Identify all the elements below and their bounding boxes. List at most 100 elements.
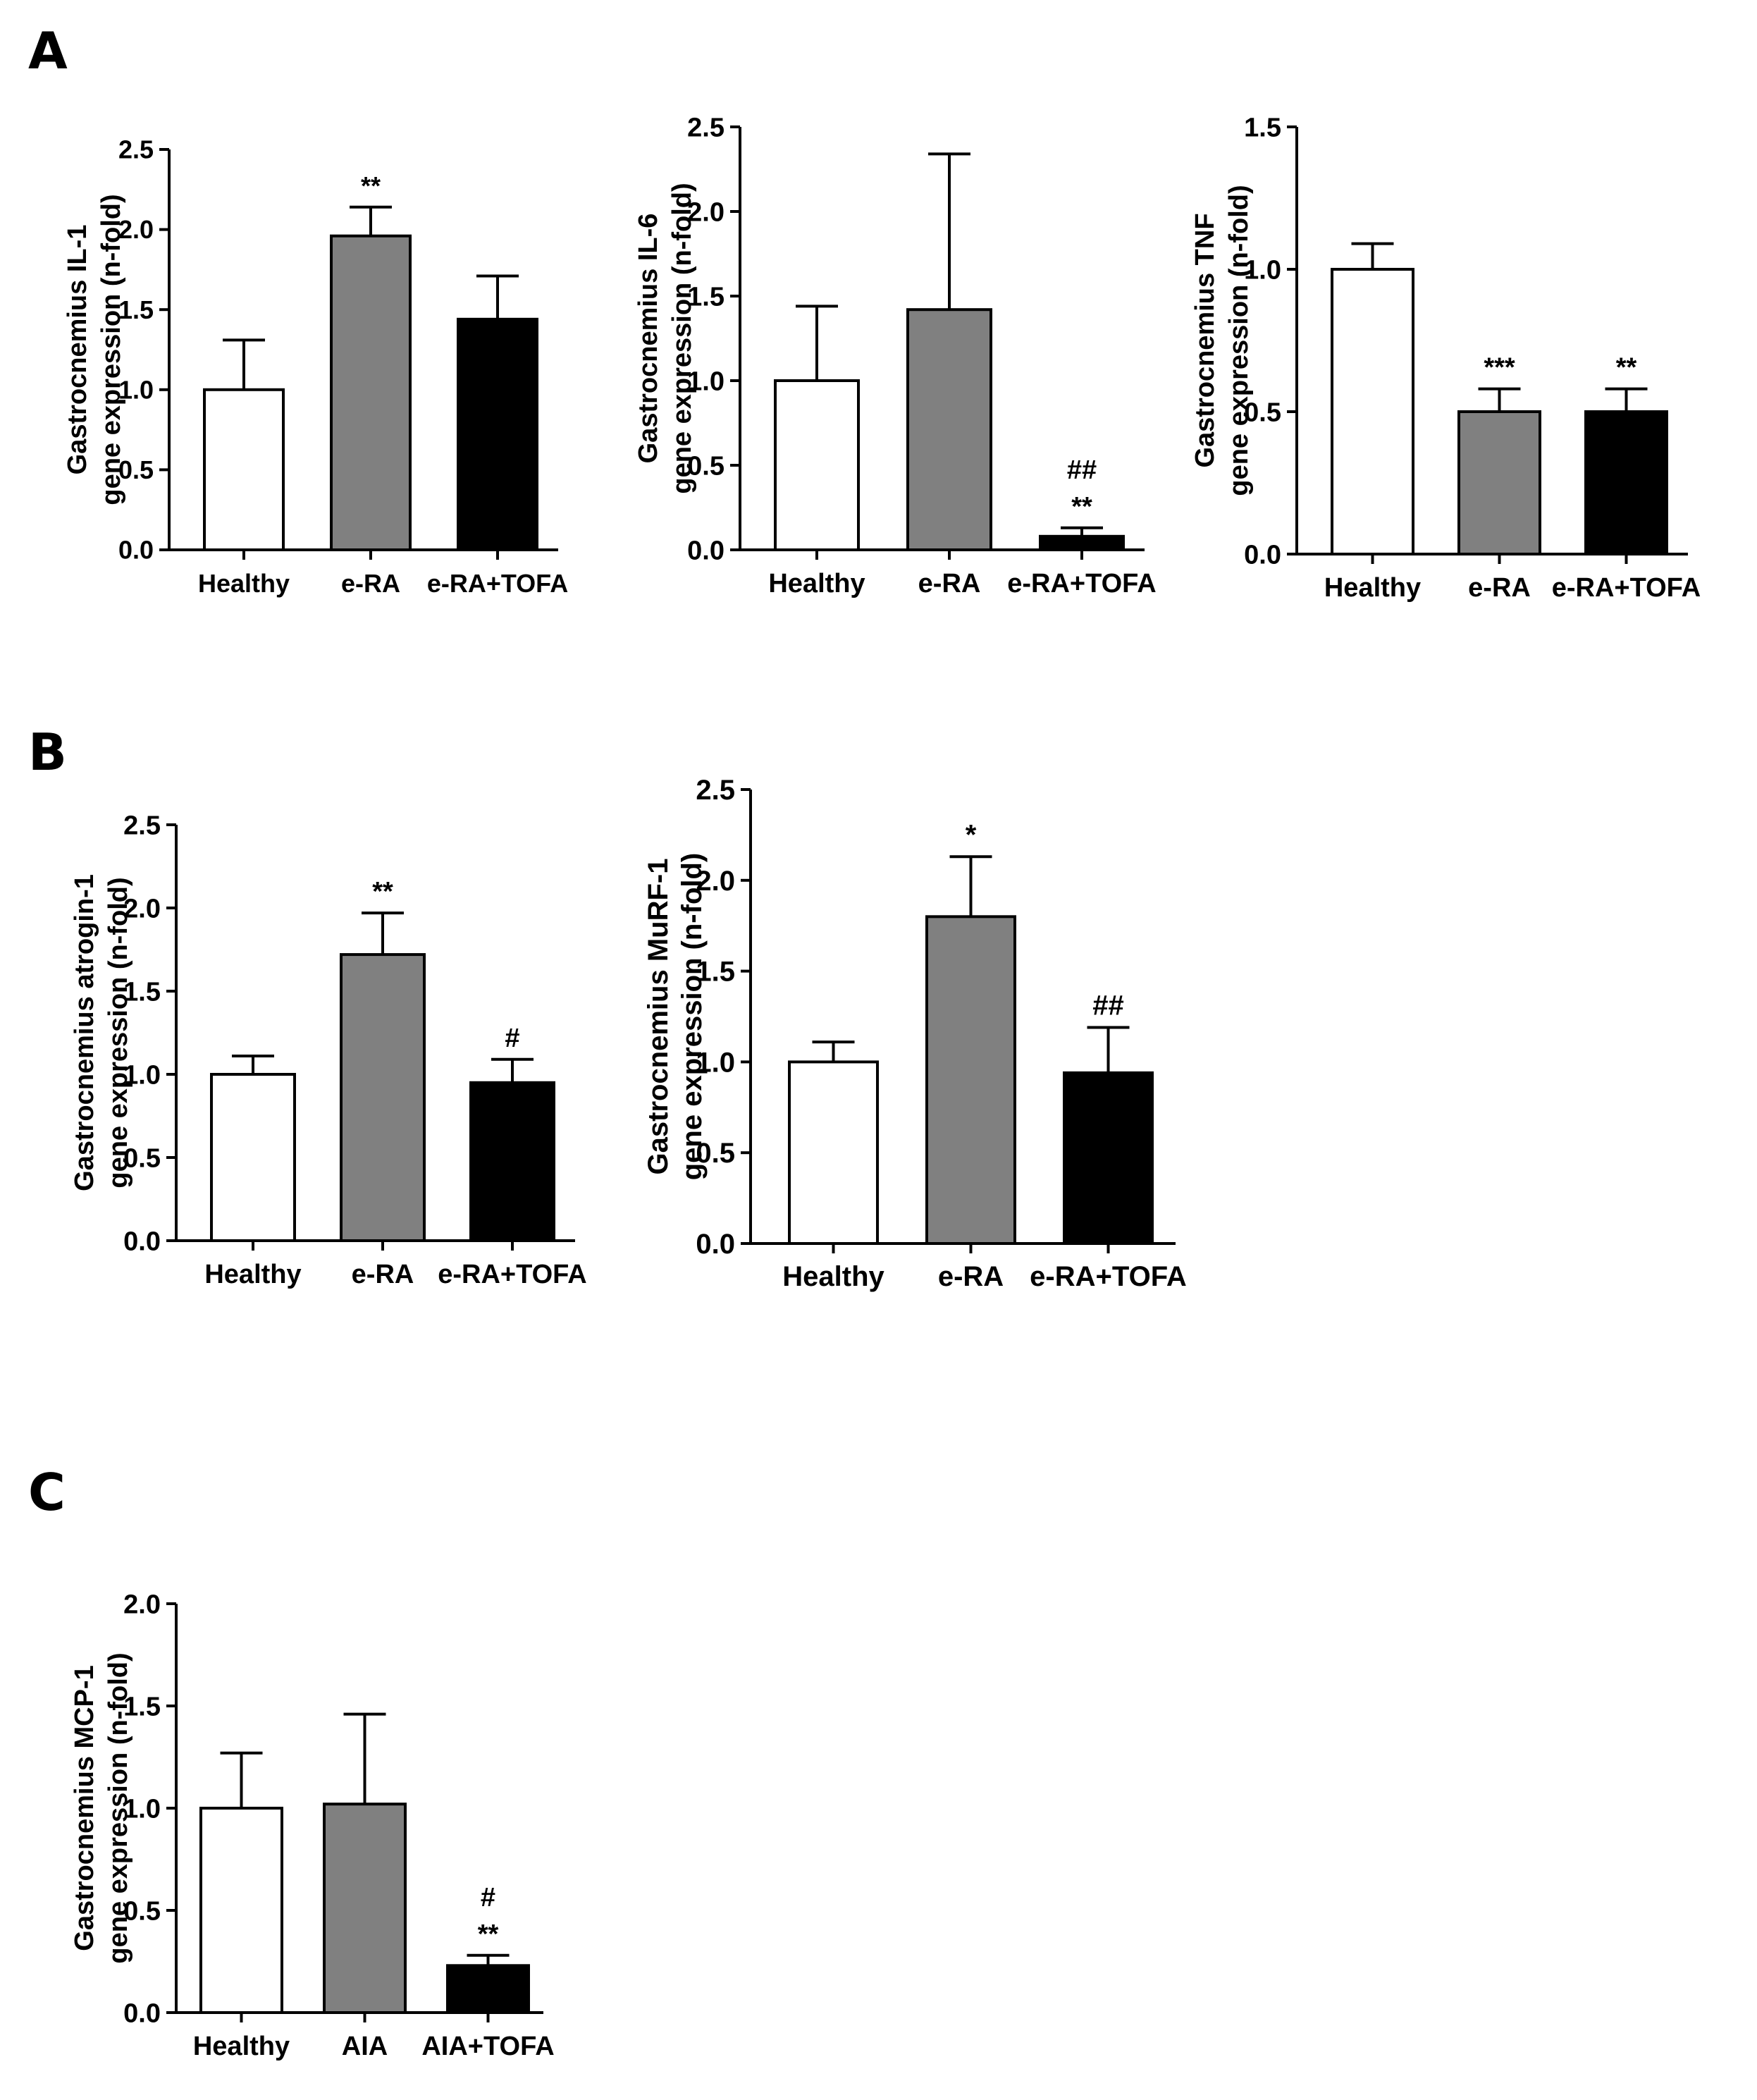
y-tick-label: 1.0 <box>118 375 154 404</box>
x-tick-label: Healthy <box>204 1260 301 1289</box>
x-tick-label: AIA+TOFA <box>421 2032 554 2061</box>
bar <box>330 234 412 552</box>
x-tick-label: e-RA <box>352 1260 414 1289</box>
chart-atrogin1: 0.0 0.5 1.0 1.5 2.0 2.5 Gastrocnemius atrogin-… <box>70 811 587 1289</box>
y-axis-title-line2: gene expression (n-fold) <box>667 183 697 493</box>
y-tick-label: 0.0 <box>696 1229 735 1260</box>
significance-mark: ** <box>1616 353 1637 383</box>
y-tick-label: 2.5 <box>118 135 154 164</box>
x-tick-label: e-RA+TOFA <box>438 1260 587 1289</box>
bar <box>1039 534 1125 551</box>
significance-mark: *** <box>1484 353 1515 383</box>
y-axis-title-line1: Gastrocnemius atrogin-1 <box>70 874 99 1191</box>
bar <box>906 308 992 551</box>
significance-mark: ## <box>1092 990 1124 1021</box>
x-tick-label: Healthy <box>782 1261 884 1292</box>
y-tick-label: 1.0 <box>696 1047 735 1078</box>
significance-mark: ** <box>372 877 393 907</box>
y-axis-title-line1: Gastrocnemius IL-1 <box>63 225 92 475</box>
y-tick-label: 2.0 <box>687 197 725 227</box>
x-tick-label: e-RA <box>918 569 981 598</box>
y-axis-title-line2: gene expression (n-fold) <box>104 877 133 1188</box>
chart-il1: 0.0 0.5 1.0 1.5 2.0 2.5 Gastrocnemius IL-1 gene… <box>63 135 568 598</box>
y-axis-title-line1: Gastrocnemius TNF <box>1190 213 1220 467</box>
bar <box>457 317 538 551</box>
x-tick-label: e-RA+TOFA <box>1007 569 1157 598</box>
y-tick-label: 1.0 <box>687 367 725 396</box>
x-tick-label: e-RA+TOFA <box>1552 573 1701 603</box>
y-axis-title-line2: gene expression (n-fold) <box>97 194 126 505</box>
bar <box>469 1081 555 1242</box>
y-tick-label: 0.0 <box>123 1998 161 2028</box>
y-tick-label: 1.5 <box>123 1692 161 1721</box>
bar <box>1063 1071 1154 1245</box>
y-tick-label: 1.5 <box>1244 113 1281 142</box>
bar <box>774 379 860 551</box>
y-tick-label: 0.0 <box>1244 540 1281 570</box>
bar <box>203 388 285 551</box>
significance-mark: # <box>481 1883 495 1912</box>
x-tick-label: Healthy <box>193 2032 290 2061</box>
x-tick-label: e-RA+TOFA <box>1030 1261 1187 1292</box>
y-tick-label: 0.0 <box>118 536 154 565</box>
y-axis-title-line1: Gastrocnemius IL-6 <box>634 214 663 464</box>
x-tick-label: e-RA+TOFA <box>427 569 568 598</box>
bar <box>1331 268 1414 555</box>
y-tick-label: 0.5 <box>1244 398 1281 427</box>
y-tick-label: 1.0 <box>1244 255 1281 285</box>
x-tick-label: Healthy <box>1324 573 1421 603</box>
y-tick-label: 0.5 <box>696 1138 735 1169</box>
y-tick-label: 2.5 <box>696 775 735 806</box>
significance-mark: ## <box>1067 455 1097 485</box>
bar <box>788 1060 879 1245</box>
chart-tnf: 0.0 0.5 1.0 1.5 Gastrocnemius TNF gene expres… <box>1190 113 1701 603</box>
y-axis-title-line2: gene expression (n-fold) <box>104 1652 133 1963</box>
y-tick-label: 0.5 <box>123 1143 161 1173</box>
chart-il6: 0.0 0.5 1.0 1.5 2.0 2.5 Gastrocnemius IL-6 gene… <box>634 113 1157 598</box>
significance-mark: # <box>505 1024 519 1053</box>
x-tick-label: Healthy <box>198 569 290 598</box>
y-tick-label: 0.5 <box>687 451 725 481</box>
y-tick-label: 1.5 <box>123 977 161 1007</box>
y-axis-title-line1: Gastrocnemius MuRF-1 <box>643 859 674 1175</box>
panel-label-a: A <box>28 21 68 80</box>
significance-mark: ** <box>361 171 381 200</box>
bar <box>1584 410 1668 555</box>
bar <box>340 953 426 1243</box>
bar <box>323 1803 407 2014</box>
y-axis-title-line2: gene expression (n-fold) <box>677 853 708 1181</box>
bar <box>1457 410 1541 555</box>
y-tick-label: 1.0 <box>123 1794 161 1824</box>
y-tick-label: 0.0 <box>123 1227 161 1256</box>
bar <box>925 915 1016 1245</box>
y-tick-label: 0.0 <box>687 536 725 565</box>
panel-label-b: B <box>28 723 67 782</box>
y-tick-label: 2.0 <box>123 894 161 923</box>
y-tick-label: 0.5 <box>123 1896 161 1926</box>
chart-mcp1: 0.0 0.5 1.0 1.5 2.0 Gastrocnemius MCP-1 gene e… <box>70 1590 555 2061</box>
y-tick-label: 1.5 <box>687 282 725 312</box>
y-tick-label: 1.5 <box>696 957 735 988</box>
significance-mark: ** <box>1071 492 1092 522</box>
x-tick-label: e-RA <box>938 1261 1004 1292</box>
bar <box>199 1807 283 2014</box>
x-tick-label: e-RA <box>341 569 400 598</box>
significance-mark: ** <box>478 1920 499 1949</box>
y-tick-label: 2.0 <box>118 215 154 244</box>
y-axis-title-line1: Gastrocnemius MCP-1 <box>70 1665 99 1951</box>
bar <box>446 1964 530 2014</box>
y-axis-title-line2: gene expression (n-fold) <box>1224 185 1254 496</box>
y-tick-label: 0.5 <box>118 455 154 484</box>
panel-label-c: C <box>28 1463 66 1522</box>
y-tick-label: 2.5 <box>687 113 725 142</box>
y-tick-label: 2.0 <box>696 866 735 897</box>
bar <box>210 1073 296 1242</box>
x-tick-label: AIA <box>342 2032 388 2061</box>
x-tick-label: Healthy <box>768 569 865 598</box>
chart-murf1: 0.0 0.5 1.0 1.5 2.0 2.5 Gastrocnemius MuRF-1 ge… <box>643 775 1187 1292</box>
y-tick-label: 2.0 <box>123 1590 161 1619</box>
y-tick-label: 2.5 <box>123 811 161 840</box>
y-tick-label: 1.0 <box>123 1060 161 1090</box>
x-tick-label: e-RA <box>1468 573 1531 603</box>
y-tick-label: 1.5 <box>118 295 154 324</box>
